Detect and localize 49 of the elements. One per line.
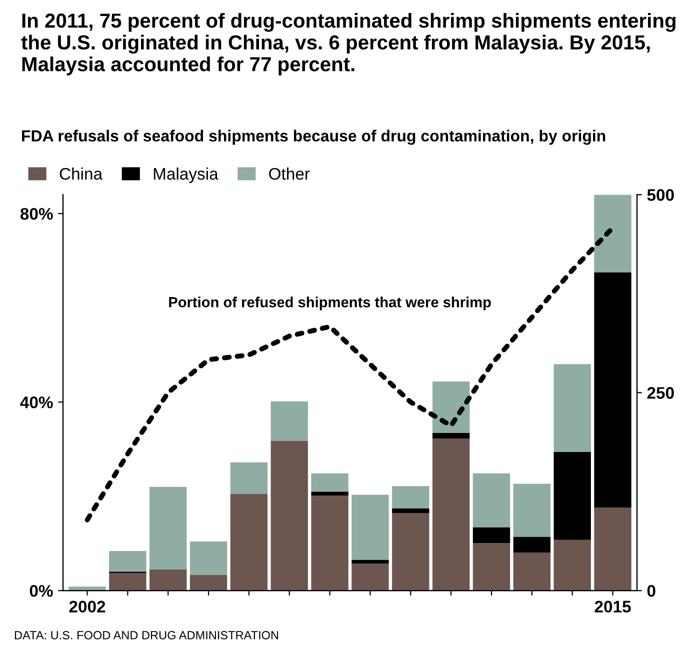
- bar: [472, 543, 510, 591]
- bar: [594, 507, 632, 591]
- y2-tick-label: 0%: [30, 584, 53, 597]
- legend-label: China: [60, 168, 103, 180]
- bar: [150, 486, 187, 570]
- bar: [432, 433, 470, 439]
- y2-tick-label: 80%: [20, 208, 53, 220]
- bar: [190, 542, 228, 575]
- bar: [352, 564, 389, 591]
- bar: [230, 494, 268, 591]
- bar: [150, 569, 187, 591]
- x-tick-label: 2002: [69, 600, 106, 613]
- legend-label: Malaysia: [154, 168, 218, 184]
- chart-title: In 2011, 75 percent of drug-contaminated shrimp shipments entering the U.S. originated in China, vs. 6 percent from Malaysia. By 2015, Malaysia accounted for 77 percent.: [21, 12, 676, 76]
- bar: [554, 364, 591, 452]
- bar: [109, 551, 146, 572]
- bar: [190, 574, 228, 591]
- bar: [392, 486, 430, 508]
- bar: [392, 512, 430, 591]
- y-tick-label: 250: [647, 387, 674, 399]
- bar: [513, 552, 550, 591]
- x-tick-label: 2015: [594, 600, 631, 613]
- text: DATA: U.S. FOOD AND DRUG ADMINISTRATION: [14, 631, 278, 640]
- bar: [554, 452, 591, 540]
- y2-tick-label: 40%: [20, 396, 53, 408]
- bar: [311, 473, 348, 492]
- bar: [472, 473, 510, 528]
- bar: [513, 484, 550, 537]
- y-tick-label: 500: [647, 189, 674, 201]
- bar: [311, 496, 348, 591]
- bar: [554, 540, 591, 591]
- bar: [352, 494, 389, 560]
- series-label: Portion of refused shipments that were shrimp: [169, 296, 491, 310]
- bar: [594, 194, 632, 272]
- bar: [270, 440, 308, 591]
- bar: [311, 492, 348, 496]
- bar: [432, 438, 470, 591]
- bar: [352, 560, 389, 564]
- bar: [594, 272, 632, 508]
- chart-subtitle: FDA refusals of seafood shipments because of drug contamination, by origin: [22, 130, 606, 145]
- bar: [109, 573, 146, 591]
- legend-label: Other: [269, 168, 310, 180]
- bar: [270, 401, 308, 441]
- bar: [432, 382, 470, 434]
- bar: [472, 527, 510, 544]
- bar: [230, 462, 268, 494]
- y-tick-label: 0: [647, 584, 656, 597]
- bar: [513, 536, 550, 553]
- bar: [392, 508, 430, 513]
